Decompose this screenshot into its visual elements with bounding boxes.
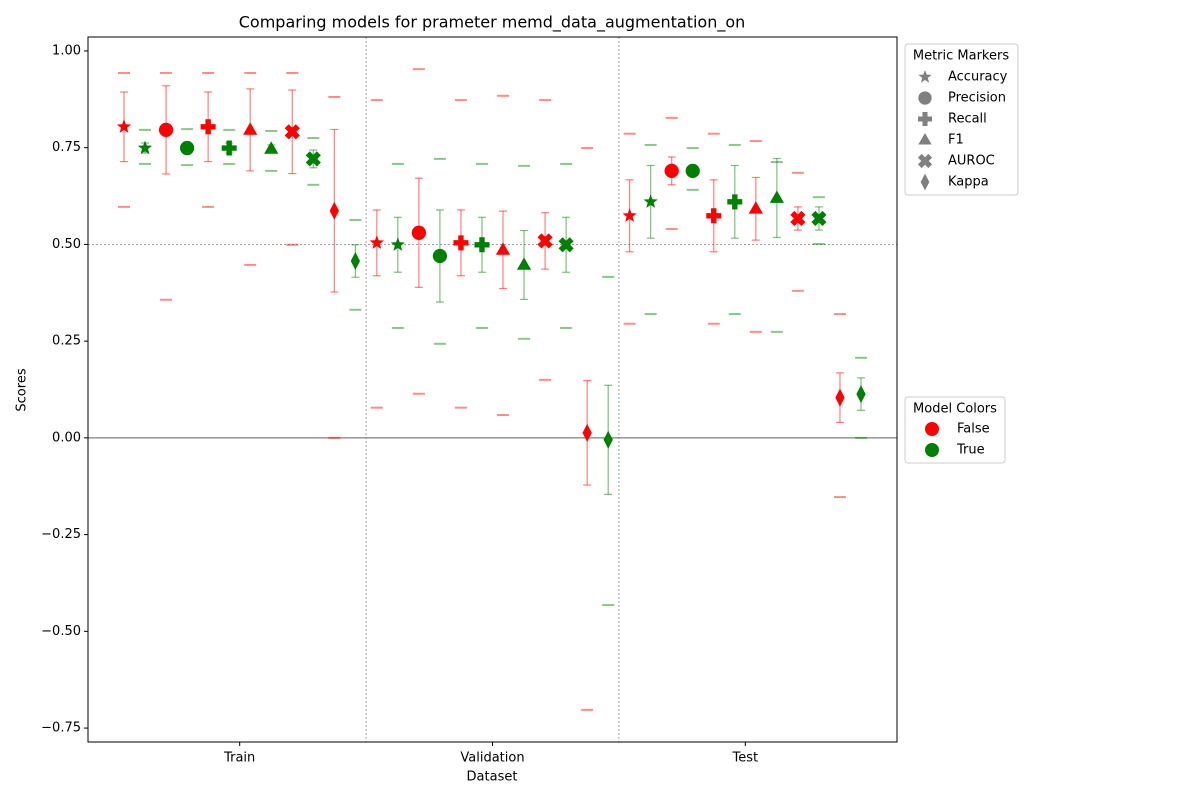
marker: [179, 140, 195, 156]
legend-marker: [918, 91, 932, 105]
legend-label: Kappa: [948, 175, 989, 190]
marker: [603, 430, 613, 449]
legend-marker: [925, 422, 939, 436]
marker: [350, 252, 361, 271]
marker: [706, 208, 722, 224]
legend-marker: [920, 173, 930, 191]
y-tick-label: 1.00: [52, 43, 81, 58]
x-tick-label: Validation: [460, 751, 524, 766]
marker: [685, 163, 700, 179]
marker: [643, 194, 658, 208]
marker: [537, 233, 553, 249]
legend-marker: [917, 153, 933, 169]
marker: [284, 124, 300, 140]
legend-label: False: [957, 422, 990, 437]
legend-label: Recall: [948, 112, 987, 127]
marker: [622, 208, 637, 222]
legend-marker: [918, 70, 932, 83]
chart-title: Comparing models for prameter memd_data_…: [239, 13, 746, 33]
y-tick-label: 0.50: [52, 237, 81, 252]
legend-label: AUROC: [948, 154, 995, 169]
legend-label: Accuracy: [948, 70, 1008, 85]
legend-marker: [918, 133, 932, 145]
marker: [200, 119, 216, 135]
y-tick-label: −0.50: [41, 624, 81, 639]
marker: [811, 210, 827, 227]
marker: [727, 194, 743, 210]
y-axis-label: Scores: [15, 368, 30, 411]
marker: [329, 201, 339, 220]
legend-marker: [918, 112, 932, 126]
marker: [305, 151, 321, 167]
marker: [835, 388, 845, 407]
legend-label: True: [956, 443, 985, 458]
marker: [243, 122, 258, 135]
marker: [748, 201, 763, 214]
marker: [116, 119, 132, 133]
marker: [390, 237, 405, 251]
marker: [158, 122, 174, 137]
y-tick-label: −0.75: [41, 721, 81, 736]
marker: [769, 190, 784, 203]
marker: [474, 237, 490, 253]
x-tick-label: Train: [223, 751, 255, 766]
marker: [369, 235, 384, 249]
marker: [856, 385, 866, 404]
marker: [790, 210, 806, 227]
marker: [264, 141, 279, 154]
y-tick-label: 0.00: [52, 430, 81, 445]
y-tick-label: 0.25: [52, 334, 81, 349]
marker: [432, 248, 448, 264]
marker: [137, 140, 153, 155]
marker: [664, 163, 679, 179]
legend-title: Metric Markers: [913, 49, 1009, 64]
legend-label: F1: [948, 133, 964, 148]
marker: [453, 235, 469, 251]
marker: [516, 257, 532, 270]
marker: [582, 423, 592, 442]
y-tick-label: 0.75: [52, 140, 81, 155]
marker: [558, 237, 574, 253]
marker: [495, 242, 511, 255]
legend-label: Precision: [948, 91, 1006, 106]
marker: [221, 140, 237, 156]
legend-title: Model Colors: [913, 402, 997, 417]
marker: [411, 225, 427, 240]
marker-legend-box: [904, 43, 1019, 196]
x-tick-label: Test: [732, 751, 759, 766]
x-axis-label: Dataset: [467, 770, 518, 785]
legend-marker: [925, 443, 939, 457]
y-tick-label: −0.25: [41, 527, 81, 542]
plot-frame: [87, 36, 898, 743]
